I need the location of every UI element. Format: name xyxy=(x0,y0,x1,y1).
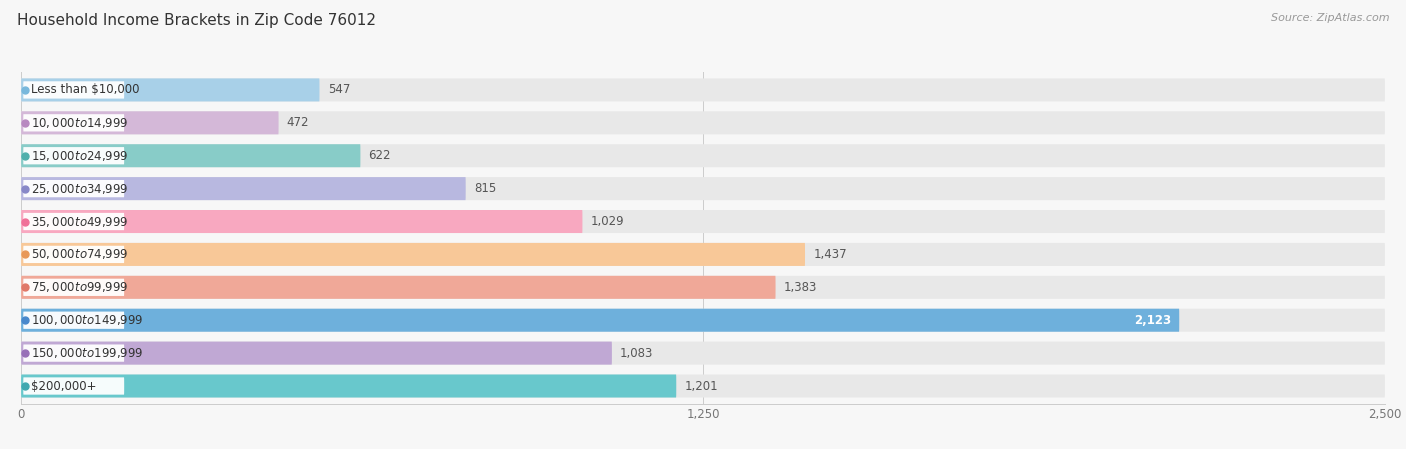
Text: $150,000 to $199,999: $150,000 to $199,999 xyxy=(31,346,143,360)
Text: 1,383: 1,383 xyxy=(783,281,817,294)
FancyBboxPatch shape xyxy=(21,374,1385,397)
Text: 1,029: 1,029 xyxy=(591,215,624,228)
FancyBboxPatch shape xyxy=(21,210,1385,233)
Text: $10,000 to $14,999: $10,000 to $14,999 xyxy=(31,116,128,130)
Text: 1,083: 1,083 xyxy=(620,347,654,360)
FancyBboxPatch shape xyxy=(21,79,319,101)
FancyBboxPatch shape xyxy=(21,111,278,134)
FancyBboxPatch shape xyxy=(24,312,124,329)
Text: 547: 547 xyxy=(328,84,350,97)
Text: $15,000 to $24,999: $15,000 to $24,999 xyxy=(31,149,128,163)
Text: 815: 815 xyxy=(474,182,496,195)
Text: Source: ZipAtlas.com: Source: ZipAtlas.com xyxy=(1271,13,1389,23)
FancyBboxPatch shape xyxy=(21,309,1180,332)
FancyBboxPatch shape xyxy=(24,344,124,362)
FancyBboxPatch shape xyxy=(24,279,124,296)
FancyBboxPatch shape xyxy=(21,210,582,233)
FancyBboxPatch shape xyxy=(24,81,124,99)
Text: 1,437: 1,437 xyxy=(813,248,846,261)
Text: 2,123: 2,123 xyxy=(1133,314,1171,327)
FancyBboxPatch shape xyxy=(21,243,806,266)
FancyBboxPatch shape xyxy=(24,213,124,230)
FancyBboxPatch shape xyxy=(21,342,1385,365)
FancyBboxPatch shape xyxy=(21,144,1385,167)
FancyBboxPatch shape xyxy=(24,246,124,263)
FancyBboxPatch shape xyxy=(21,243,1385,266)
Text: $35,000 to $49,999: $35,000 to $49,999 xyxy=(31,215,128,229)
FancyBboxPatch shape xyxy=(21,79,1385,101)
FancyBboxPatch shape xyxy=(21,177,1385,200)
FancyBboxPatch shape xyxy=(21,177,465,200)
Text: $100,000 to $149,999: $100,000 to $149,999 xyxy=(31,313,143,327)
FancyBboxPatch shape xyxy=(21,111,1385,134)
FancyBboxPatch shape xyxy=(24,147,124,164)
FancyBboxPatch shape xyxy=(24,377,124,395)
FancyBboxPatch shape xyxy=(24,114,124,132)
Text: Household Income Brackets in Zip Code 76012: Household Income Brackets in Zip Code 76… xyxy=(17,13,375,28)
Text: Less than $10,000: Less than $10,000 xyxy=(31,84,139,97)
Text: 472: 472 xyxy=(287,116,309,129)
FancyBboxPatch shape xyxy=(21,144,360,167)
FancyBboxPatch shape xyxy=(21,309,1385,332)
Text: 622: 622 xyxy=(368,149,391,162)
Text: $25,000 to $34,999: $25,000 to $34,999 xyxy=(31,182,128,196)
FancyBboxPatch shape xyxy=(21,276,1385,299)
FancyBboxPatch shape xyxy=(21,276,776,299)
FancyBboxPatch shape xyxy=(24,180,124,197)
FancyBboxPatch shape xyxy=(21,374,676,397)
FancyBboxPatch shape xyxy=(21,342,612,365)
Text: $50,000 to $74,999: $50,000 to $74,999 xyxy=(31,247,128,261)
Text: $200,000+: $200,000+ xyxy=(31,379,97,392)
Text: 1,201: 1,201 xyxy=(685,379,718,392)
Text: $75,000 to $99,999: $75,000 to $99,999 xyxy=(31,280,128,294)
